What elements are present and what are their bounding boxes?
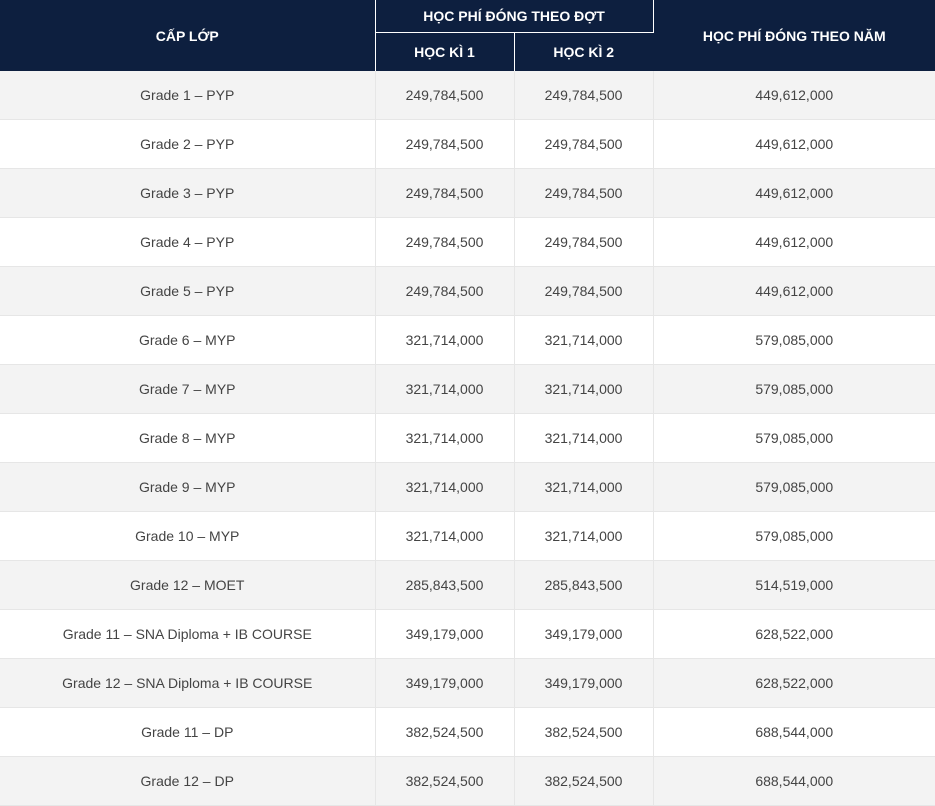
semester-2-fee-cell: 321,714,000	[514, 364, 654, 414]
semester-2-fee-cell: 349,179,000	[514, 609, 654, 659]
table-row: Grade 10 – MYP 321,714,000 321,714,000 579,…	[0, 511, 935, 561]
semester-1-fee-cell: 321,714,000	[375, 413, 515, 463]
semester-1-fee-cell: 249,784,500	[375, 119, 515, 169]
semester-1-fee-cell: 285,843,500	[375, 560, 515, 610]
annual-fee-cell: 449,612,000	[653, 119, 935, 169]
table-row: Grade 11 – DP 382,524,500 382,524,500 688,5…	[0, 707, 935, 757]
table-row: Grade 6 – MYP 321,714,000 321,714,000 579,0…	[0, 315, 935, 365]
grade-cell: Grade 9 – MYP	[0, 462, 376, 512]
semester-2-fee-cell: 321,714,000	[514, 315, 654, 365]
table-row: Grade 12 – MOET 285,843,500 285,843,500 514…	[0, 560, 935, 610]
semester-2-fee-cell: 285,843,500	[514, 560, 654, 610]
semester-2-fee-cell: 249,784,500	[514, 119, 654, 169]
semester-1-fee-cell: 382,524,500	[375, 756, 515, 806]
annual-fee-cell: 579,085,000	[653, 462, 935, 512]
grade-cell: Grade 12 – DP	[0, 756, 376, 806]
annual-fee-cell: 628,522,000	[653, 609, 935, 659]
semester-2-fee-cell: 321,714,000	[514, 462, 654, 512]
semester-2-fee-cell: 321,714,000	[514, 413, 654, 463]
grade-cell: Grade 4 – PYP	[0, 217, 376, 267]
semester-2-fee-cell: 382,524,500	[514, 756, 654, 806]
grade-cell: Grade 6 – MYP	[0, 315, 376, 365]
grade-cell: Grade 8 – MYP	[0, 413, 376, 463]
table-row: Grade 4 – PYP 249,784,500 249,784,500 449,6…	[0, 217, 935, 267]
annual-fee-cell: 579,085,000	[653, 413, 935, 463]
grade-cell: Grade 12 – MOET	[0, 560, 376, 610]
grade-cell: Grade 2 – PYP	[0, 119, 376, 169]
table-row: Grade 8 – MYP 321,714,000 321,714,000 579,0…	[0, 413, 935, 463]
grade-cell: Grade 5 – PYP	[0, 266, 376, 316]
semester-2-fee-cell: 321,714,000	[514, 511, 654, 561]
annual-fee-cell: 514,519,000	[653, 560, 935, 610]
semester-1-fee-cell: 321,714,000	[375, 364, 515, 414]
semester-1-fee-cell: 382,524,500	[375, 707, 515, 757]
table-row: Grade 3 – PYP 249,784,500 249,784,500 449,6…	[0, 168, 935, 218]
table-row: Grade 12 – SNA Diploma + IB COURSE 349,17…	[0, 658, 935, 708]
header-row-1: CẤP LỚP HỌC PHÍ ĐÓNG THEO ĐỢT HỌC PHÍ ĐÓ…	[0, 0, 935, 71]
semester-1-fee-cell: 249,784,500	[375, 266, 515, 316]
semester-2-fee-cell: 249,784,500	[514, 217, 654, 267]
table-header: CẤP LỚP HỌC PHÍ ĐÓNG THEO ĐỢT HỌC PHÍ ĐÓ…	[0, 0, 935, 71]
grade-cell: Grade 7 – MYP	[0, 364, 376, 414]
table-row: Grade 2 – PYP 249,784,500 249,784,500 449,6…	[0, 119, 935, 169]
table-row: Grade 11 – SNA Diploma + IB COURSE 349,17…	[0, 609, 935, 659]
annual-fee-cell: 449,612,000	[653, 168, 935, 218]
header-grade-level: CẤP LỚP	[0, 0, 376, 71]
semester-2-fee-cell: 382,524,500	[514, 707, 654, 757]
annual-fee-cell: 688,544,000	[653, 756, 935, 806]
semester-2-fee-cell: 249,784,500	[514, 71, 654, 120]
table-row: Grade 12 – DP 382,524,500 382,524,500 688,5…	[0, 756, 935, 806]
semester-1-fee-cell: 321,714,000	[375, 462, 515, 512]
semester-1-fee-cell: 249,784,500	[375, 168, 515, 218]
grade-cell: Grade 1 – PYP	[0, 71, 376, 120]
semester-1-fee-cell: 321,714,000	[375, 511, 515, 561]
grade-cell: Grade 11 – SNA Diploma + IB COURSE	[0, 609, 376, 659]
annual-fee-cell: 449,612,000	[653, 71, 935, 120]
grade-cell: Grade 3 – PYP	[0, 168, 376, 218]
annual-fee-cell: 579,085,000	[653, 315, 935, 365]
header-semester-1: HỌC KÌ 1	[375, 32, 515, 71]
header-fee-by-term: HỌC PHÍ ĐÓNG THEO ĐỢT	[375, 0, 654, 33]
semester-1-fee-cell: 321,714,000	[375, 315, 515, 365]
semester-1-fee-cell: 349,179,000	[375, 658, 515, 708]
annual-fee-cell: 688,544,000	[653, 707, 935, 757]
table-row: Grade 1 – PYP 249,784,500 249,784,500 449,6…	[0, 71, 935, 120]
semester-2-fee-cell: 249,784,500	[514, 168, 654, 218]
header-fee-by-year: HỌC PHÍ ĐÓNG THEO NĂM	[653, 0, 935, 71]
grade-cell: Grade 10 – MYP	[0, 511, 376, 561]
annual-fee-cell: 449,612,000	[653, 266, 935, 316]
header-semester-2: HỌC KÌ 2	[514, 32, 654, 71]
grade-cell: Grade 11 – DP	[0, 707, 376, 757]
table-body: Grade 1 – PYP 249,784,500 249,784,500 449,6…	[0, 71, 935, 806]
annual-fee-cell: 579,085,000	[653, 364, 935, 414]
semester-2-fee-cell: 349,179,000	[514, 658, 654, 708]
table-row: Grade 5 – PYP 249,784,500 249,784,500 449,6…	[0, 266, 935, 316]
semester-1-fee-cell: 249,784,500	[375, 217, 515, 267]
annual-fee-cell: 628,522,000	[653, 658, 935, 708]
grade-cell: Grade 12 – SNA Diploma + IB COURSE	[0, 658, 376, 708]
semester-2-fee-cell: 249,784,500	[514, 266, 654, 316]
table-row: Grade 7 – MYP 321,714,000 321,714,000 579,0…	[0, 364, 935, 414]
semester-1-fee-cell: 249,784,500	[375, 71, 515, 120]
table-row: Grade 9 – MYP 321,714,000 321,714,000 579,0…	[0, 462, 935, 512]
header-row-2: HỌC KÌ 1 HỌC KÌ 2	[0, 32, 935, 71]
annual-fee-cell: 579,085,000	[653, 511, 935, 561]
semester-1-fee-cell: 349,179,000	[375, 609, 515, 659]
annual-fee-cell: 449,612,000	[653, 217, 935, 267]
